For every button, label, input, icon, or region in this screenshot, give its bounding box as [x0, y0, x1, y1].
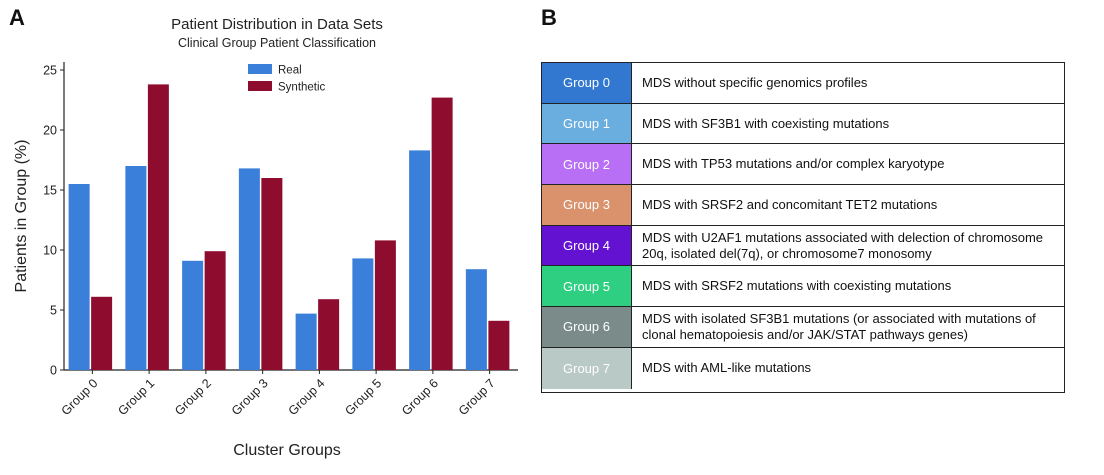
bar-synthetic-group-5	[374, 240, 396, 370]
x-tick-label: Group 0	[59, 376, 101, 418]
group-description-cell: MDS with SRSF2 and concomitant TET2 muta…	[642, 196, 938, 212]
x-axis-label: Cluster Groups	[233, 442, 341, 459]
y-tick-label: 15	[43, 184, 57, 198]
table-row: Group 6 MDS with isolated SF3B1 mutations…	[542, 307, 1064, 348]
group-description-table: Group 0 MDS without specific genomics pro…	[541, 62, 1065, 393]
bar-real-group-4	[295, 313, 317, 370]
group-label-cell: Group 5	[542, 266, 632, 307]
y-tick-label: 20	[43, 124, 57, 138]
table-row: Group 1 MDS with SF3B1 with coexisting mu…	[542, 103, 1064, 145]
bar-synthetic-group-7	[488, 320, 510, 370]
chart-title: Patient Distribution in Data Sets	[171, 16, 383, 33]
y-axis-label: Patients in Group (%)	[13, 140, 30, 293]
legend-swatch-synthetic	[248, 81, 272, 91]
x-tick-label: Group 3	[229, 376, 271, 418]
group-label-cell: Group 1	[542, 103, 632, 144]
table-row: Group 4 MDS with U2AF1 mutations associat…	[542, 225, 1064, 267]
chart-subtitle: Clinical Group Patient Classification	[178, 36, 376, 50]
panel-a-label: A	[9, 5, 25, 30]
table-row: Group 7 MDS with AML-like mutations	[542, 347, 1064, 389]
group-description-cell: MDS with SF3B1 with coexisting mutations	[642, 115, 890, 131]
x-tick-label: Group 5	[342, 376, 384, 418]
table-row: Group 5 MDS with SRSF2 mutations with coe…	[542, 266, 1064, 308]
bar-real-group-3	[238, 168, 260, 370]
group-description-cell: MDS with TP53 mutations and/or complex k…	[642, 156, 945, 172]
x-tick-label: Group 1	[115, 376, 157, 418]
bar-real-group-2	[182, 260, 204, 370]
bar-real-group-5	[352, 258, 374, 370]
group-description-cell: MDS with SRSF2 mutations with coexisting…	[642, 278, 952, 294]
legend-label-synthetic: Synthetic	[278, 82, 326, 94]
x-tick-label: Group 6	[399, 376, 441, 418]
bar-real-group-0	[68, 184, 90, 370]
table-row: Group 2 MDS with TP53 mutations and/or co…	[542, 144, 1064, 186]
panel-b-label: B	[541, 5, 557, 30]
bar-synthetic-group-4	[318, 299, 340, 370]
table-row: Group 0 MDS without specific genomics pro…	[542, 63, 1064, 104]
x-tick-label: Group 4	[286, 376, 328, 418]
bar-real-group-7	[465, 269, 487, 370]
table-row: Group 3 MDS with SRSF2 and concomitant TE…	[542, 185, 1064, 226]
x-tick-label: Group 2	[172, 376, 214, 418]
bar-synthetic-group-1	[147, 84, 169, 371]
group-label-cell: Group 4	[542, 225, 632, 266]
bar-synthetic-group-6	[431, 97, 453, 370]
y-tick-label: 5	[50, 304, 57, 318]
y-tick-label: 0	[50, 364, 57, 378]
y-tick-label: 25	[43, 64, 57, 78]
group-label-cell: Group 2	[542, 144, 632, 185]
group-description-cell: MDS with AML-like mutations	[642, 360, 812, 376]
group-label-cell: Group 0	[542, 63, 632, 103]
bar-chart: Patient Distribution in Data Sets Clinic…	[13, 16, 518, 459]
group-label-cell: Group 6	[542, 307, 632, 347]
y-tick-label: 10	[43, 244, 57, 258]
legend-swatch-real	[248, 64, 272, 74]
bar-real-group-6	[409, 150, 431, 370]
group-description-cell: MDS with isolated SF3B1 mutations (or as…	[642, 310, 1036, 342]
bar-real-group-1	[125, 166, 147, 370]
group-label-cell: Group 7	[542, 347, 632, 389]
group-description-cell: MDS with U2AF1 mutations associated with…	[642, 229, 1044, 261]
bar-synthetic-group-3	[261, 178, 283, 370]
group-label-cell: Group 3	[542, 185, 632, 225]
legend-label-real: Real	[278, 65, 302, 77]
x-tick-label: Group 7	[456, 376, 498, 418]
bar-synthetic-group-0	[91, 296, 113, 370]
bar-synthetic-group-2	[204, 251, 226, 370]
group-description-cell: MDS without specific genomics profiles	[642, 74, 868, 90]
